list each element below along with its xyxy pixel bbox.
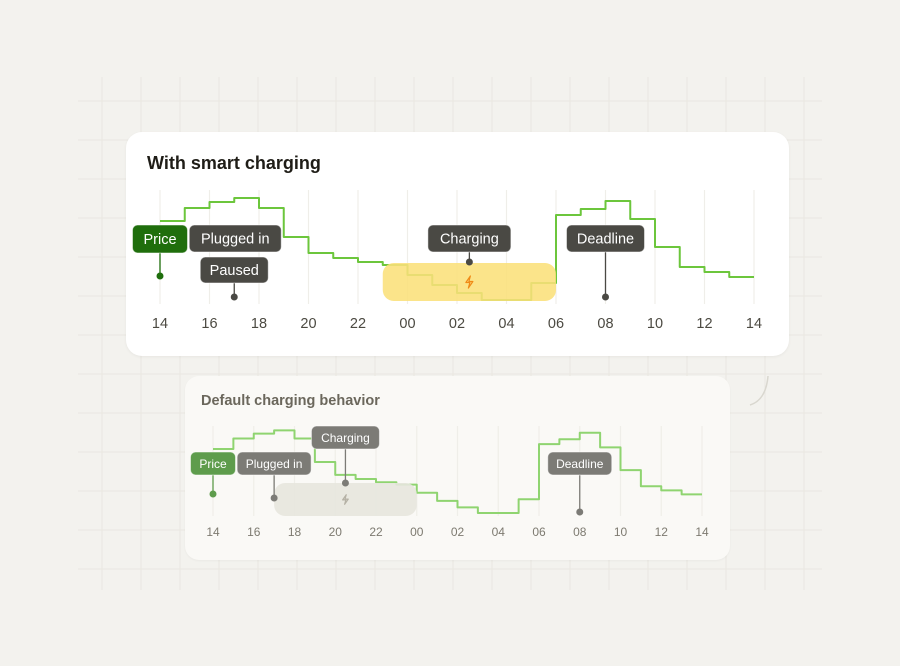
annotation-label-deadline: Deadline [577,232,634,248]
x-tick-label: 04 [498,316,514,332]
annotation-label-charging: Charging [440,232,499,248]
annotation-dot [156,272,164,280]
annotation-label-price: Price [199,457,227,471]
chart-title: Default charging behavior [201,393,380,409]
annotation-label-box [547,451,613,476]
annotation-dot [602,293,609,301]
bolt-icon [465,275,474,289]
price-line [213,429,702,514]
smart-charging-card: With smart charging 14 16 18 20 22 00 02 04 06 08… [126,132,789,356]
x-tick-label: 14 [152,316,168,332]
x-tick-label: 16 [201,316,217,332]
x-tick-label: 14 [206,525,220,539]
x-tick-label: 20 [300,316,316,332]
x-tick-label: 00 [399,316,415,332]
annotation-dot [230,293,238,301]
annotation-label-box [132,224,188,254]
x-tick-label: 02 [451,525,465,539]
annotation-label-box [236,451,312,476]
x-tick-label: 06 [532,525,546,539]
annotation-label-box [566,224,645,253]
annotation-label-box [199,256,269,284]
bolt-icon [342,494,349,505]
annotation-dot [341,479,349,487]
x-tick-label: 16 [247,525,261,539]
annotation-label-plugged-in: Plugged in [201,232,270,248]
x-tick-label: 00 [410,525,424,539]
x-tick-label: 18 [288,525,302,539]
x-tick-label: 08 [597,316,613,332]
x-tick-label: 14 [746,316,762,332]
x-tick-label: 10 [647,316,663,332]
annotation-dot [270,494,278,502]
annotation-dot [209,490,217,498]
x-tick-label: 02 [449,316,465,332]
chart-title: With smart charging [147,153,321,173]
default-charging-card: Default charging behavior 14 16 18 20 22 00 02… [185,376,730,560]
default-charging-chart: 14 16 18 20 22 00 02 04 06 08 10 12 14 Plugged in Char… [190,425,709,539]
smart-charging-chart: 14 16 18 20 22 00 02 04 06 08 10 12 14 Plugged in Paus… [132,190,762,332]
x-tick-label: 18 [251,316,267,332]
annotation-dot [465,258,473,266]
x-tick-label: 14 [695,525,709,539]
annotation-label-plugged-in: Plugged in [246,457,303,471]
x-tick-label: 04 [492,525,506,539]
x-tick-label: 08 [573,525,587,539]
x-tick-label: 20 [329,525,343,539]
annotation-dot [576,508,584,516]
x-tick-label: 06 [548,316,564,332]
annotation-label-box [188,224,282,253]
annotation-label-paused: Paused [210,263,259,279]
annotation-label-price: Price [143,232,176,248]
x-tick-label: 12 [655,525,669,539]
x-tick-label: 22 [369,525,383,539]
x-tick-label: 10 [614,525,628,539]
annotation-label-deadline: Deadline [556,457,604,471]
annotation-label-box [310,425,380,450]
annotation-label-charging: Charging [321,431,370,445]
x-tick-label: 22 [350,316,366,332]
x-tick-label: 12 [696,316,712,332]
annotation-label-box [190,451,236,476]
annotation-label-box [427,224,512,253]
